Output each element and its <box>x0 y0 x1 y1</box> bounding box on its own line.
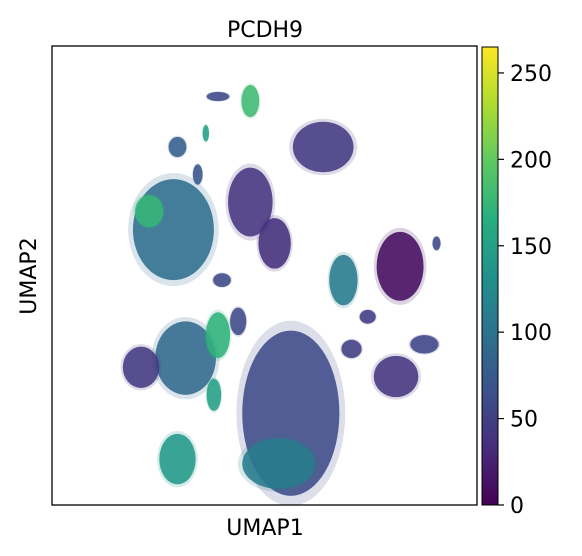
cluster-c09 <box>128 173 219 287</box>
cluster-c12 <box>373 227 427 305</box>
cluster-body <box>359 309 376 324</box>
cluster-c26 <box>358 309 377 325</box>
colorbar-tick-label: 200 <box>510 148 552 173</box>
cluster-c04 <box>202 123 210 143</box>
cluster-body <box>258 218 291 269</box>
cluster-body <box>292 121 354 173</box>
cluster-c16 <box>120 344 162 391</box>
y-axis-label: UMAP2 <box>17 237 42 314</box>
cluster-body <box>241 85 260 118</box>
cluster-c07 <box>225 163 276 241</box>
cluster-c24 <box>371 353 421 400</box>
colorbar <box>481 46 499 506</box>
x-axis-label: UMAP1 <box>226 516 303 541</box>
colorbar-tick-label: 150 <box>510 235 552 260</box>
cluster-c17 <box>204 309 232 361</box>
cluster-body <box>192 164 203 185</box>
cluster-c14 <box>212 272 232 288</box>
cluster-c13 <box>431 235 442 252</box>
cluster-c20 <box>237 435 320 492</box>
cluster-c11 <box>327 251 360 309</box>
colorbar-tick-label: 0 <box>510 494 524 519</box>
cluster-c02 <box>240 83 261 120</box>
cluster-c01 <box>205 91 231 102</box>
cluster-body <box>206 91 230 102</box>
cluster-c23 <box>340 338 363 360</box>
cluster-c22 <box>157 430 198 488</box>
cluster-body <box>410 335 439 354</box>
colorbar-tick-label: 250 <box>510 62 552 87</box>
cluster-c10 <box>133 193 166 230</box>
cluster-c25 <box>408 334 441 355</box>
cluster-c03 <box>167 135 188 159</box>
cluster-body <box>134 195 164 228</box>
cluster-c21 <box>205 376 223 413</box>
cluster-body <box>341 339 362 359</box>
colorbar-ticks: 0 50 100 150 200 250 <box>498 62 552 519</box>
cluster-body <box>155 321 216 395</box>
cluster-body <box>373 355 419 398</box>
cluster-body <box>122 346 160 388</box>
cluster-body <box>205 312 231 359</box>
cluster-body <box>376 231 424 301</box>
cluster-body <box>230 307 247 336</box>
cluster-c05 <box>192 163 204 186</box>
cluster-body <box>159 433 196 485</box>
colorbar-tick-label: 100 <box>510 321 552 346</box>
cluster-c18 <box>229 305 248 337</box>
plot-area <box>120 83 442 505</box>
cluster-body <box>242 438 316 489</box>
plot-frame <box>51 45 478 506</box>
cluster-body <box>168 136 187 158</box>
chart-title: PCDH9 <box>227 18 303 43</box>
colorbar-tick-label: 50 <box>510 408 538 433</box>
cluster-body <box>432 236 441 251</box>
cluster-body <box>213 273 231 287</box>
cluster-c06 <box>289 118 358 176</box>
cluster-c08 <box>256 215 293 272</box>
cluster-body <box>206 378 222 411</box>
cluster-body <box>228 167 273 237</box>
cluster-body <box>202 124 210 142</box>
cluster-body <box>329 254 358 306</box>
cluster-c15 <box>151 316 220 400</box>
